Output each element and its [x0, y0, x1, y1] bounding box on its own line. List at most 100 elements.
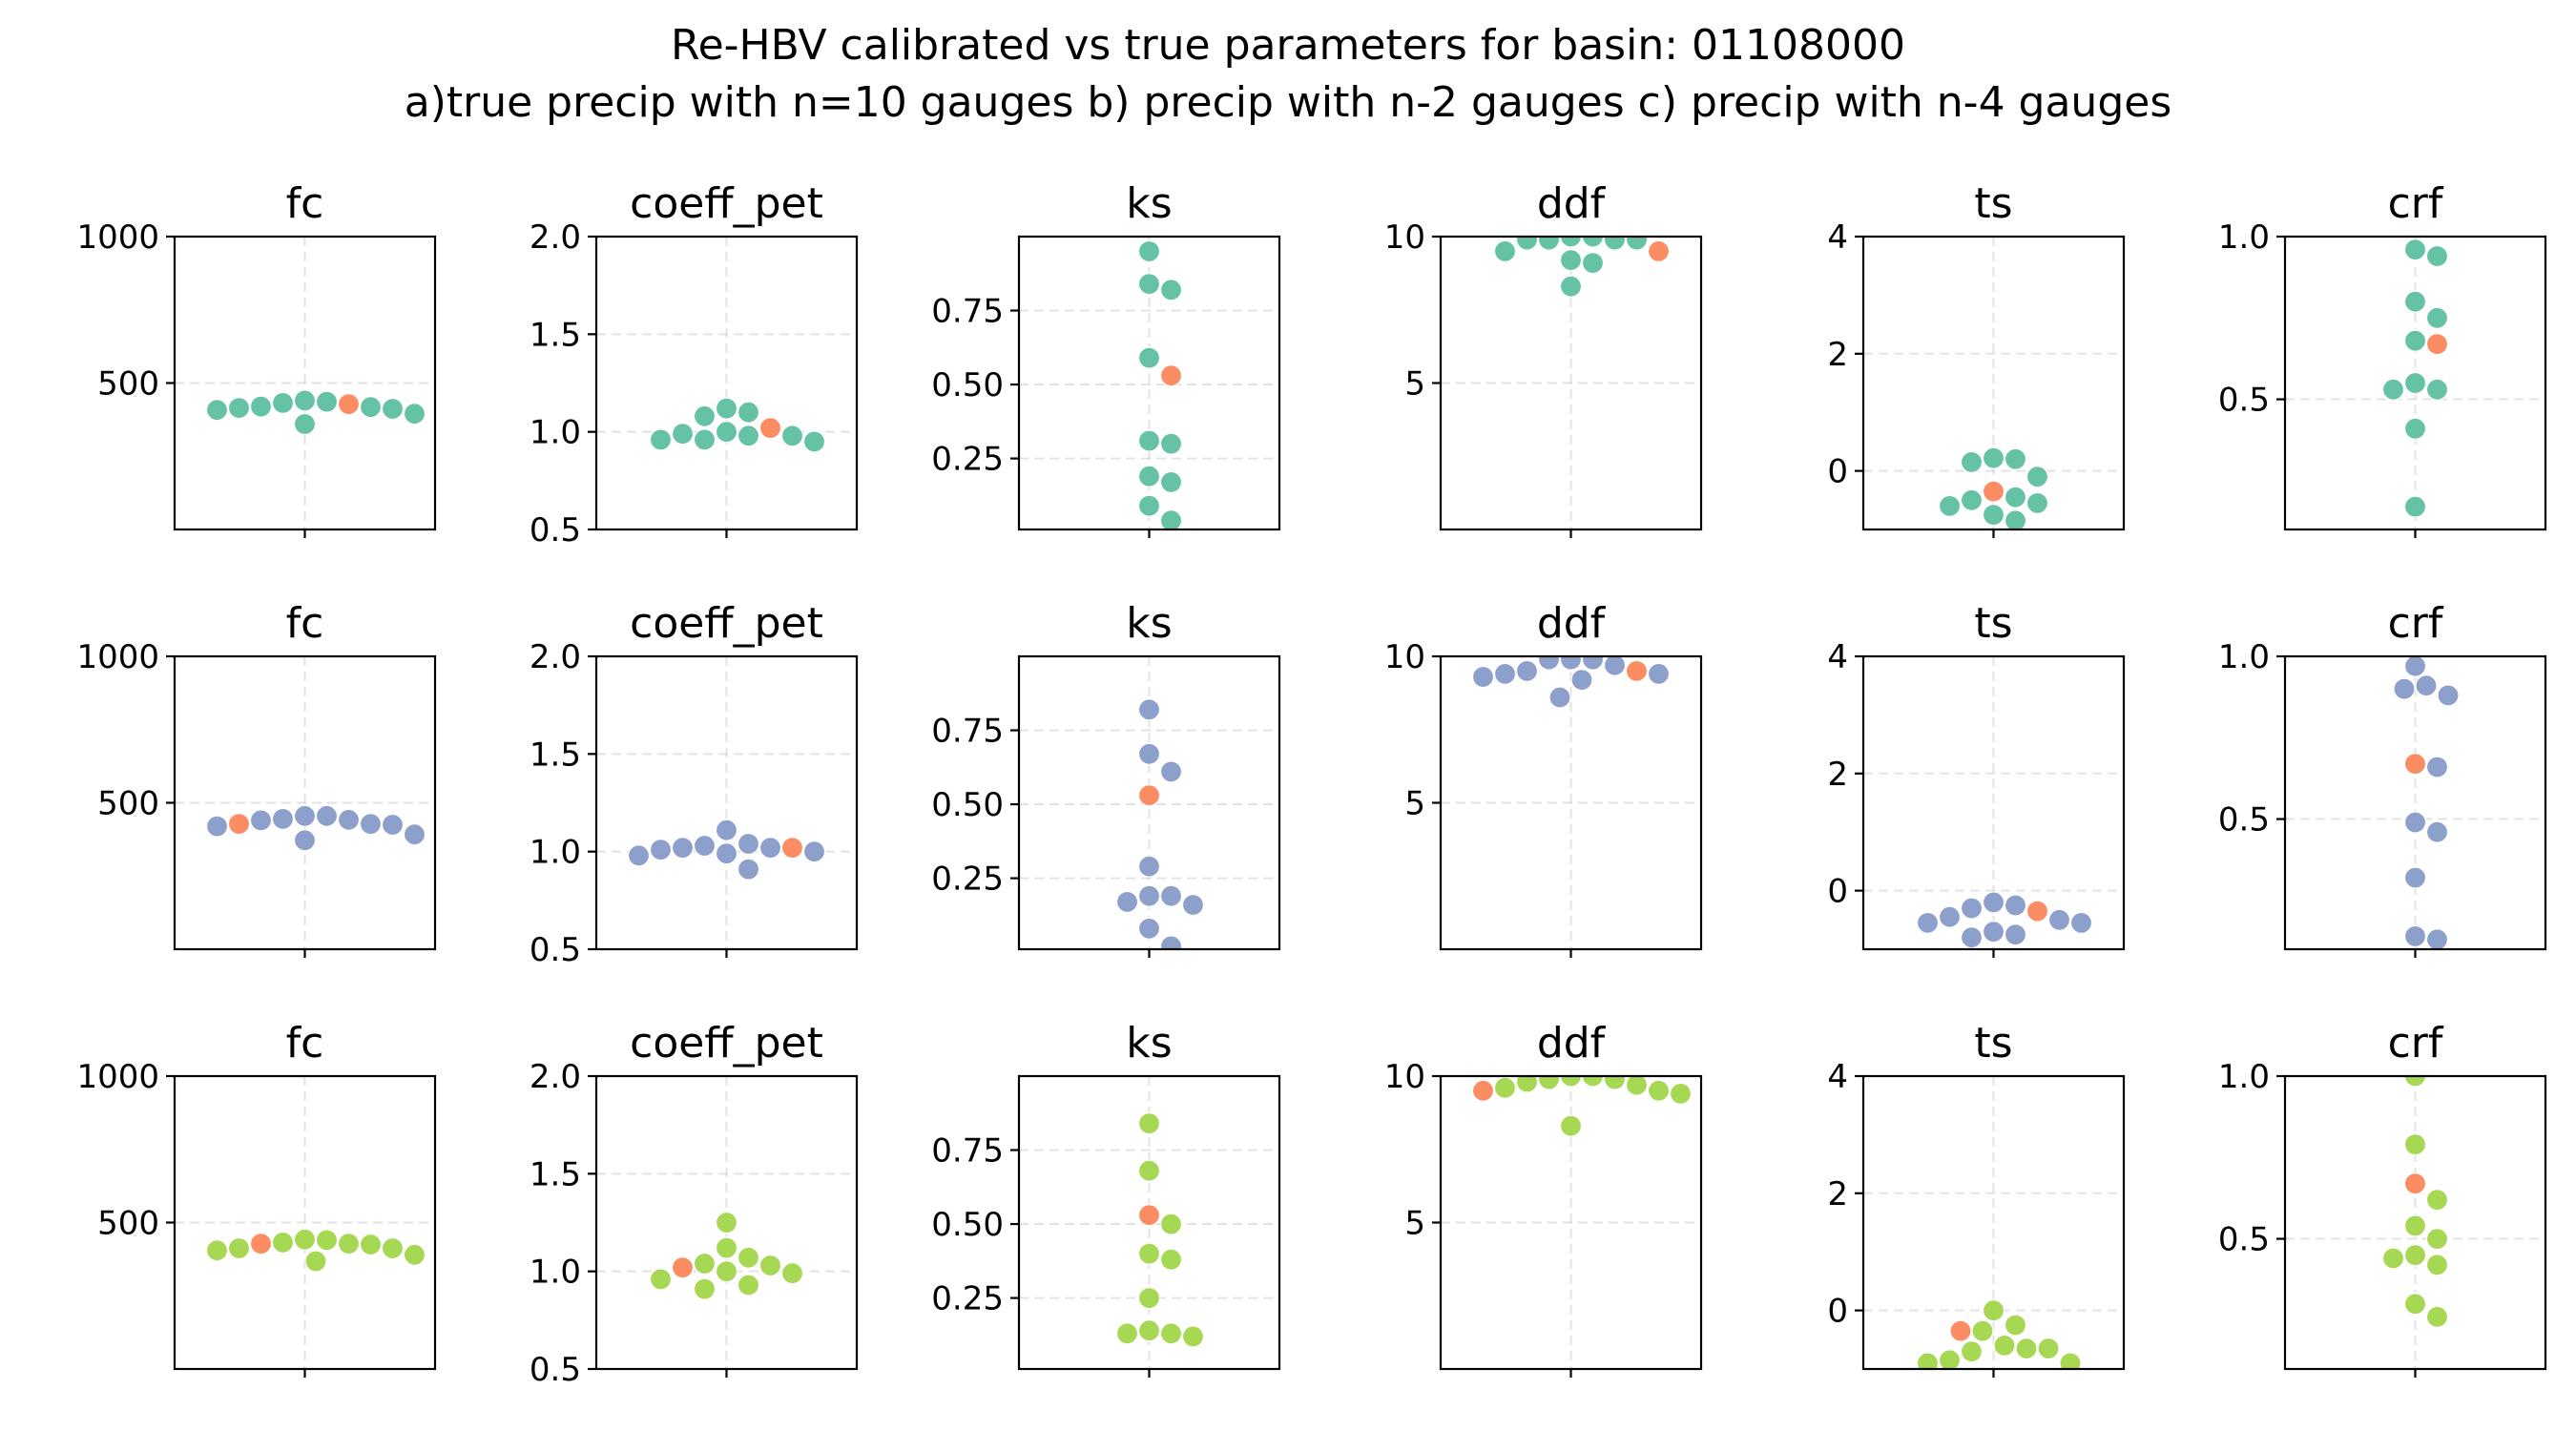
calibrated-point: [1537, 1076, 1561, 1090]
swarm-points: [205, 1228, 426, 1273]
y-tick-label: 1.0: [2218, 1058, 2270, 1096]
calibrated-point: [1493, 1076, 1517, 1099]
calibrated-point: [1137, 239, 1161, 263]
calibrated-point: [1537, 656, 1561, 671]
calibrated-point: [359, 812, 383, 836]
swarm-points: [1115, 1111, 1205, 1348]
calibrated-point: [227, 1236, 251, 1260]
calibrated-point: [671, 423, 695, 446]
true-value-point: [2403, 1172, 2427, 1195]
calibrated-point: [715, 1211, 738, 1234]
calibrated-point: [2037, 1337, 2060, 1360]
y-tick-label: 0.50: [931, 1206, 1004, 1244]
calibrated-point: [1559, 1076, 1583, 1088]
calibrated-point: [1982, 891, 2005, 914]
true-value-point: [1647, 239, 1671, 262]
y-tick-label: 2.0: [530, 1058, 581, 1096]
calibrated-point: [649, 838, 673, 861]
calibrated-point: [737, 832, 760, 856]
calibrated-point: [359, 1233, 383, 1256]
true-value-point: [1137, 784, 1161, 807]
calibrated-point: [1115, 1322, 1139, 1345]
calibrated-point: [802, 430, 826, 453]
calibrated-point: [1971, 1319, 1994, 1342]
panel-title: fc: [286, 1019, 324, 1068]
calibrated-point: [337, 1232, 361, 1255]
calibrated-point: [2425, 1305, 2449, 1329]
calibrated-point: [737, 401, 760, 424]
y-tick-label: 0.5: [2218, 382, 2270, 420]
swarm-points: [2381, 238, 2449, 518]
y-tick-label: 2: [1827, 1175, 1848, 1213]
panel-title: crf: [2388, 179, 2444, 228]
calibrated-point: [2425, 306, 2449, 329]
panel-b-coeff-pet: 0.5 1.0 1.5 2.0 coeff_pet: [530, 599, 859, 969]
calibrated-point: [1603, 1076, 1627, 1090]
panel-a-ts: 0 2 4 ts: [1827, 179, 2126, 538]
calibrated-point: [1625, 237, 1649, 251]
y-tick-label: 1.5: [530, 1155, 581, 1193]
calibrated-point: [2425, 244, 2449, 268]
calibrated-point: [337, 808, 361, 831]
calibrated-point: [802, 840, 826, 863]
y-tick-label: 0.5: [2218, 801, 2270, 840]
y-tick-label: 2: [1827, 336, 1848, 374]
calibrated-point: [293, 804, 317, 827]
true-value-point: [671, 1255, 695, 1279]
y-tick-label: 500: [97, 1205, 159, 1243]
calibrated-point: [780, 1262, 804, 1285]
calibrated-point: [2381, 378, 2405, 401]
y-tick-label: 0.25: [931, 861, 1004, 899]
y-tick-label: 2.0: [530, 638, 581, 676]
calibrated-point: [381, 813, 405, 837]
calibrated-point: [1137, 855, 1161, 878]
calibrated-point: [1982, 446, 2005, 469]
calibrated-point: [1137, 1286, 1161, 1310]
true-value-point: [1949, 1319, 1972, 1342]
swarm-points: [205, 804, 426, 852]
calibrated-point: [1916, 1352, 1940, 1369]
panel-c-ddf: 5 10 ddf: [1384, 1019, 1703, 1378]
y-tick-label: 0.5: [530, 511, 581, 550]
swarm-points: [649, 1211, 804, 1300]
calibrated-point: [1159, 509, 1183, 529]
calibrated-point: [1137, 273, 1161, 296]
calibrated-point: [715, 421, 738, 444]
calibrated-point: [2403, 371, 2427, 395]
y-tick-label: 4: [1827, 638, 1848, 676]
calibrated-point: [1960, 450, 1984, 473]
calibrated-point: [1159, 760, 1183, 783]
panel-c-ts: 0 2 4 ts: [1827, 1019, 2126, 1378]
calibrated-point: [1159, 432, 1183, 455]
calibrated-point: [715, 842, 738, 865]
panel-b-ddf: 5 10 ddf: [1384, 599, 1703, 958]
calibrated-point: [1515, 237, 1539, 251]
calibrated-point: [2415, 674, 2438, 697]
calibrated-point: [715, 1260, 738, 1283]
panel-title: coeff_pet: [630, 1019, 823, 1068]
calibrated-point: [2004, 894, 2027, 917]
y-tick-label: 2.0: [530, 218, 581, 257]
calibrated-point: [205, 1239, 229, 1262]
calibrated-point: [293, 412, 317, 436]
calibrated-point: [315, 1229, 339, 1252]
calibrated-point: [2004, 923, 2027, 946]
swarm-points: [1115, 698, 1205, 949]
y-tick-label: 2: [1827, 756, 1848, 794]
y-tick-label: 1.0: [530, 834, 581, 872]
calibrated-point: [1993, 1334, 2016, 1358]
panel-title: coeff_pet: [630, 179, 823, 228]
y-tick-label: 0.50: [931, 786, 1004, 824]
calibrated-point: [2403, 417, 2427, 440]
calibrated-point: [2403, 1243, 2427, 1267]
panel-title: ts: [1974, 599, 2012, 648]
calibrated-point: [1581, 252, 1605, 275]
y-tick-label: 5: [1404, 1205, 1425, 1243]
calibrated-point: [2069, 911, 2093, 935]
calibrated-point: [2059, 1352, 2082, 1369]
calibrated-point: [627, 844, 651, 867]
y-tick-label: 0.50: [931, 366, 1004, 404]
calibrated-point: [1137, 1319, 1161, 1342]
calibrated-point: [2425, 928, 2449, 949]
